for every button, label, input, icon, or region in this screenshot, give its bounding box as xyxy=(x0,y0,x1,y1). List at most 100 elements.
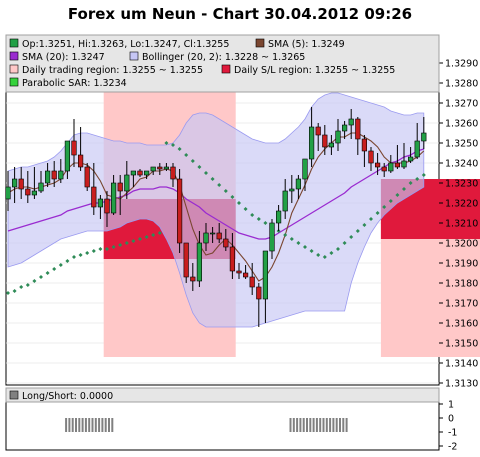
longshort-bar xyxy=(94,418,97,432)
longshort-bar xyxy=(312,418,315,432)
candle-body xyxy=(190,276,196,282)
sar-point xyxy=(32,279,37,283)
longshort-bar xyxy=(306,418,308,432)
candle-body xyxy=(348,118,354,126)
longshort-bar xyxy=(108,418,110,432)
sar-point xyxy=(217,183,222,187)
sar-point xyxy=(210,177,215,181)
sar-point xyxy=(91,249,96,253)
sar-point xyxy=(349,235,354,239)
candle-body xyxy=(157,166,163,170)
candle-body xyxy=(243,272,249,278)
candle-body xyxy=(150,166,156,172)
candle-body xyxy=(381,166,387,172)
candle-body xyxy=(328,142,335,148)
candle-body xyxy=(170,166,176,180)
sar-point xyxy=(19,285,24,289)
longshort-bar xyxy=(289,418,292,432)
candle-body xyxy=(223,238,229,248)
legend-ohlc: Op:1.3251, Hi:1.3263, Lo:1.3247, Cl:1.32… xyxy=(22,39,229,50)
sar-point xyxy=(316,253,321,257)
candle-body xyxy=(5,186,11,200)
chart-title: Forex um Neun - Chart 30.04.2012 09:26 xyxy=(68,5,412,23)
candle-body xyxy=(236,270,242,274)
price-tick-label: 1.3230 xyxy=(445,179,478,190)
longshort-bar xyxy=(292,418,295,432)
price-tick-label: 1.3270 xyxy=(445,99,478,110)
sar-point xyxy=(283,233,288,237)
longshort-bar xyxy=(101,418,104,432)
candle-body xyxy=(64,140,70,172)
sar-point xyxy=(243,207,248,211)
longshort-bar xyxy=(315,418,318,432)
longshort-bar xyxy=(335,418,338,432)
longshort-swatch xyxy=(9,390,19,400)
candle-body xyxy=(289,188,295,192)
sar-point xyxy=(184,153,189,157)
sar-point xyxy=(25,283,30,287)
parabolic-sar-layer xyxy=(6,141,426,295)
candle-body xyxy=(295,178,302,190)
longshort-bar xyxy=(75,418,77,432)
candle-body xyxy=(117,182,123,192)
candle-body xyxy=(203,232,209,244)
legend-sar: Parabolic SAR: 1.3234 xyxy=(22,78,127,89)
sar-point xyxy=(388,199,393,203)
sar-point xyxy=(375,211,380,215)
candle-body xyxy=(183,242,189,278)
candle-body xyxy=(177,178,183,244)
sar-point xyxy=(197,165,202,169)
candle-body xyxy=(137,170,143,176)
candle-body xyxy=(282,190,288,212)
price-tick-label: 1.3290 xyxy=(445,59,478,70)
price-tick-label: 1.3130 xyxy=(445,379,478,390)
candle-body xyxy=(308,126,315,160)
longshort-bar xyxy=(332,418,335,432)
candle-body xyxy=(249,276,255,288)
longshort-bar xyxy=(302,418,305,432)
legend-sma20: SMA (20): 1.3247 xyxy=(22,52,105,63)
sar-point xyxy=(263,221,268,225)
longshort-legend-box xyxy=(5,387,440,403)
candle-body xyxy=(275,210,282,224)
price-tick-label: 1.3260 xyxy=(445,119,478,130)
candle-body xyxy=(322,134,328,148)
candle-body xyxy=(335,130,341,144)
longshort-bar xyxy=(81,418,84,432)
longshort-axis: 1 0 -1 -2 xyxy=(439,400,457,453)
legend-sl-region-swatch xyxy=(221,64,231,74)
sar-point xyxy=(230,195,235,199)
sar-point xyxy=(395,193,400,197)
price-tick-label: 1.3240 xyxy=(445,159,478,170)
candle-body xyxy=(97,198,103,208)
sar-point xyxy=(421,173,426,177)
longshort-bar xyxy=(309,418,312,432)
legend-ohlc-swatch xyxy=(9,38,19,48)
sar-point xyxy=(12,289,17,293)
candle-body xyxy=(262,250,269,300)
sar-point xyxy=(6,291,10,295)
sar-point xyxy=(402,187,406,191)
longshort-bar xyxy=(325,418,328,432)
sar-point xyxy=(362,223,367,227)
candle-body xyxy=(388,162,394,172)
candle-body xyxy=(355,118,361,140)
price-tick-label: 1.3140 xyxy=(445,359,478,370)
sma20-line xyxy=(7,148,424,240)
sar-point xyxy=(39,275,43,279)
candle-body xyxy=(361,138,368,152)
sar-point xyxy=(250,213,255,217)
longshort-bar xyxy=(342,418,345,432)
longshort-bar xyxy=(345,418,348,432)
price-tick-label: 1.3190 xyxy=(445,259,478,270)
legend-sl-region: Daily S/L region: 1.3255 ~ 1.3255 xyxy=(234,65,395,76)
candle-body xyxy=(210,232,216,235)
sar-point xyxy=(72,255,76,259)
sar-point xyxy=(342,241,347,245)
sar-point xyxy=(118,243,123,247)
legend-box xyxy=(5,34,440,93)
longshort-bar xyxy=(98,418,101,432)
candle-body xyxy=(124,174,130,192)
legend: Op:1.3251, Hi:1.3263, Lo:1.3247, Cl:1.32… xyxy=(9,38,395,89)
